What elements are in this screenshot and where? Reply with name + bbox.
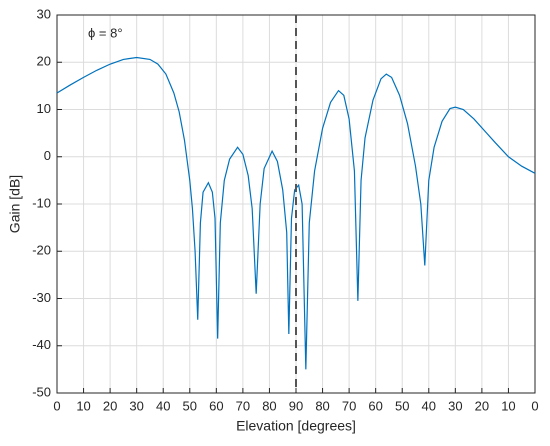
x-tick-label: 40: [156, 398, 170, 413]
y-tick-label: 20: [37, 54, 51, 69]
y-tick-label: 10: [37, 101, 51, 116]
x-tick-label: 90: [289, 398, 303, 413]
x-tick-label: 60: [368, 398, 382, 413]
x-tick-label: 20: [475, 398, 489, 413]
y-tick-label: -30: [32, 290, 51, 305]
x-tick-label: 50: [183, 398, 197, 413]
x-axis-label: Elevation [degrees]: [236, 418, 356, 434]
x-tick-label: 50: [395, 398, 409, 413]
x-tick-label: 70: [236, 398, 250, 413]
x-tick-label: 0: [531, 398, 538, 413]
line-series: [56, 56, 536, 370]
x-tick-label: 10: [76, 398, 90, 413]
x-tick-label: 40: [422, 398, 436, 413]
y-tick-label: -20: [32, 243, 51, 258]
y-axis-label: Gain [dB]: [7, 175, 23, 233]
y-tick-label: 0: [44, 148, 51, 163]
x-tick-label: 70: [342, 398, 356, 413]
y-tick-label: -50: [32, 384, 51, 399]
x-tick-label: 20: [103, 398, 117, 413]
x-tick-label: 30: [129, 398, 143, 413]
x-tick-label: 80: [262, 398, 276, 413]
x-tick-label: 60: [209, 398, 223, 413]
x-tick-label: 80: [315, 398, 329, 413]
annotation: ϕ = 8°: [88, 25, 123, 40]
y-tick-label: 30: [37, 6, 51, 21]
x-tick-label: 0: [53, 398, 60, 413]
x-tick-label: 10: [501, 398, 515, 413]
y-tick-label: -10: [32, 195, 51, 210]
y-tick-label: -40: [32, 337, 51, 352]
x-tick-label: 30: [448, 398, 462, 413]
